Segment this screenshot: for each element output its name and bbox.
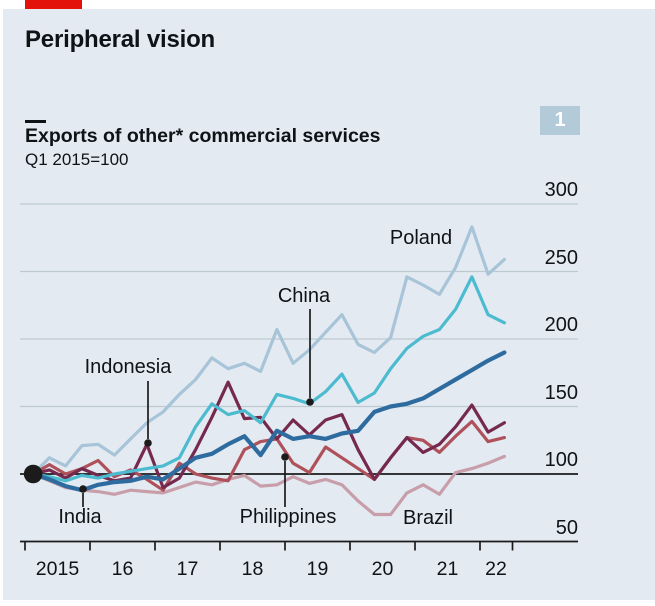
series-line-poland — [31, 225, 506, 476]
panel-number-badge: 1 — [540, 106, 580, 135]
start-marker-dot — [23, 464, 43, 484]
red-tab — [25, 0, 82, 9]
series-line-brazil — [31, 454, 506, 517]
index-note: Q1 2015=100 — [25, 150, 129, 169]
callout-dot-indonesia — [144, 439, 152, 447]
series-line-india — [30, 350, 507, 493]
chart-title: Exports of other* commercial services — [25, 125, 381, 147]
title-rule — [25, 120, 46, 123]
series-line-philippines — [31, 419, 506, 492]
callout-dot-philippines — [281, 453, 289, 461]
callout-dot-india — [79, 485, 87, 493]
series-line-china — [31, 275, 506, 483]
series-line-indonesia — [31, 380, 506, 490]
callout-dot-china — [306, 398, 314, 406]
article-card: Peripheral vision Exports of other* comm… — [3, 9, 655, 600]
page-title: Peripheral vision — [25, 26, 216, 53]
